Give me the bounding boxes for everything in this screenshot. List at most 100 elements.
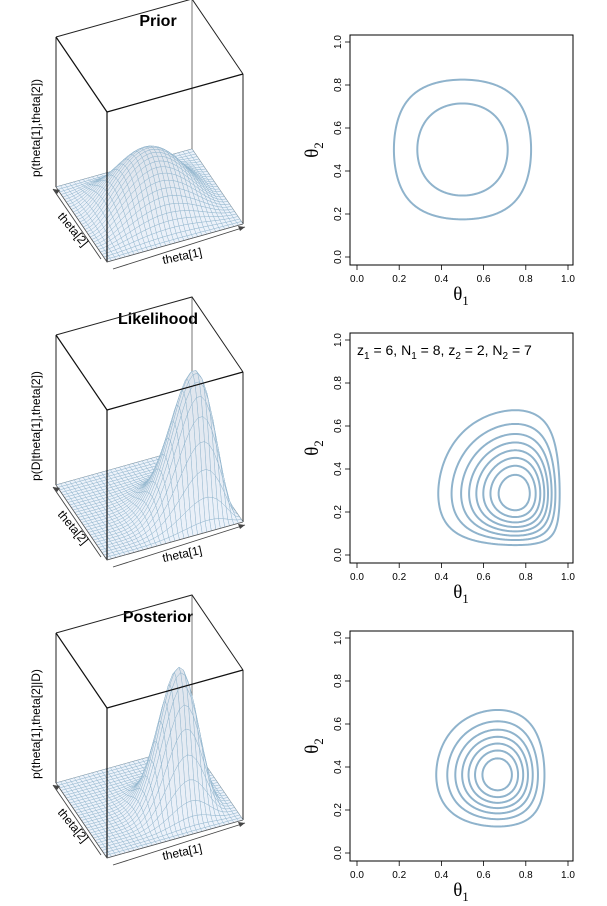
contour-level — [497, 473, 531, 512]
box-back-edge — [55, 594, 244, 671]
x-axis-label: theta[1] — [161, 543, 203, 565]
box-front-edge — [55, 186, 244, 263]
box-front-edge — [55, 782, 244, 859]
plot-frame — [349, 332, 574, 564]
box-front-edge — [55, 484, 244, 561]
x-tick-label: 0.4 — [434, 870, 448, 881]
x-tick-label: 0.4 — [434, 572, 448, 583]
box-front-edge — [55, 36, 244, 113]
x-tick-label: 0.8 — [519, 572, 533, 583]
y-tick-label: 0.8 — [333, 376, 344, 390]
panel-title: Likelihood — [118, 311, 198, 328]
contour-level — [475, 449, 546, 529]
surface-panel: Priortheta[1]theta[2]p(theta[1],theta[2]… — [29, 0, 246, 270]
contour-level — [416, 102, 509, 197]
y-arrow-head — [53, 189, 60, 194]
y-axis-arrow — [52, 486, 102, 558]
x-tick-label: 0.8 — [519, 274, 533, 285]
y-tick-label: 0.0 — [333, 548, 344, 562]
x-axis-label: θ1 — [453, 880, 469, 904]
y-arrow-head — [53, 785, 60, 790]
contour-level — [474, 749, 520, 799]
contour-level — [482, 456, 542, 524]
data-annotation: z1 = 6, N1 = 8, z2 = 2, N2 = 7 — [357, 342, 532, 362]
x-arrow-head — [238, 226, 245, 231]
box-back-edge — [55, 296, 244, 373]
y-tick-label: 0.2 — [333, 505, 344, 519]
x-tick-label: 0.2 — [392, 274, 406, 285]
x-tick-label: 0.0 — [350, 572, 364, 583]
contour-level — [435, 708, 546, 828]
x-tick-label: 1.0 — [561, 572, 575, 583]
contour-lines — [435, 708, 546, 828]
surface-mesh — [55, 370, 244, 561]
y-axis-label: θ2 — [302, 142, 326, 158]
y-arrow-head — [53, 487, 60, 492]
y-tick-label: 0.8 — [333, 674, 344, 688]
y-axis-label: θ2 — [302, 738, 326, 754]
x-axis-label: θ1 — [453, 582, 469, 606]
contour-level — [467, 742, 525, 804]
x-axis-arrow — [112, 226, 246, 270]
y-tick-label: 0.6 — [333, 121, 344, 135]
contour-level — [437, 409, 561, 547]
x-tick-label: 1.0 — [561, 870, 575, 881]
x-axis-label: θ1 — [453, 284, 469, 308]
y-tick-label: 0.0 — [333, 846, 344, 860]
x-arrow-head — [238, 822, 245, 827]
x-tick-label: 0.2 — [392, 572, 406, 583]
contour-lines — [437, 409, 561, 547]
x-axis-label: theta[1] — [161, 841, 203, 863]
surface-panel: Likelihoodtheta[1]theta[2]p(D|theta[1],t… — [29, 296, 246, 568]
y-axis-label: θ2 — [302, 440, 326, 456]
y-tick-label: 0.8 — [333, 78, 344, 92]
y-tick-label: 0.0 — [333, 250, 344, 264]
plot-frame — [349, 34, 574, 266]
y-tick-label: 0.6 — [333, 419, 344, 433]
surface-panel: Posteriortheta[1]theta[2]p(theta[1],thet… — [29, 594, 246, 866]
y-tick-label: 1.0 — [333, 35, 344, 49]
contour-level — [392, 78, 533, 221]
x-tick-label: 0.4 — [434, 274, 448, 285]
x-tick-label: 0.6 — [477, 572, 491, 583]
x-tick-label: 0.6 — [477, 274, 491, 285]
x-tick-label: 0.0 — [350, 274, 364, 285]
y-tick-label: 1.0 — [333, 631, 344, 645]
x-axis-label: theta[1] — [161, 245, 203, 267]
box-back-edge — [55, 0, 244, 75]
x-tick-label: 0.0 — [350, 870, 364, 881]
y-tick-label: 0.4 — [333, 462, 344, 476]
contour-level — [481, 757, 513, 792]
contour-level — [460, 432, 553, 537]
contour-level — [468, 441, 549, 533]
y-tick-label: 1.0 — [333, 333, 344, 347]
contour-level — [489, 464, 537, 519]
y-axis-arrow — [52, 784, 102, 856]
y-tick-label: 0.4 — [333, 760, 344, 774]
contour-level — [446, 720, 539, 821]
contour-panel: 0.0 0.0 0.2 0.2 0.4 0.4 0.6 0.6 0.8 0.8 1.0 1.0 θ1 θ2… — [302, 332, 575, 606]
panel-title: Posterior — [123, 609, 193, 626]
z-axis-label: p(D|theta[1],theta[2]) — [29, 371, 43, 481]
x-arrow-head — [238, 524, 245, 529]
y-tick-label: 0.2 — [333, 207, 344, 221]
box-front-edge — [55, 334, 244, 411]
plot-frame — [349, 630, 574, 862]
z-axis-label: p(theta[1],theta[2]|D) — [29, 669, 43, 779]
x-tick-label: 1.0 — [561, 274, 575, 285]
x-axis-arrow — [112, 822, 246, 866]
contour-panel: 0.0 0.0 0.2 0.2 0.4 0.4 0.6 0.6 0.8 0.8 1.0 1.0 θ1 θ2 — [302, 630, 575, 904]
x-tick-label: 0.6 — [477, 870, 491, 881]
y-tick-label: 0.2 — [333, 803, 344, 817]
contour-level — [450, 422, 557, 542]
contour-level — [454, 728, 534, 815]
box-front-edge — [55, 632, 244, 709]
panel-title: Prior — [139, 13, 176, 30]
z-axis-label: p(theta[1],theta[2]) — [29, 79, 43, 177]
y-tick-label: 0.4 — [333, 164, 344, 178]
contour-lines — [392, 78, 533, 221]
y-axis-arrow — [52, 188, 102, 260]
x-axis-arrow — [112, 524, 246, 568]
x-tick-label: 0.2 — [392, 870, 406, 881]
